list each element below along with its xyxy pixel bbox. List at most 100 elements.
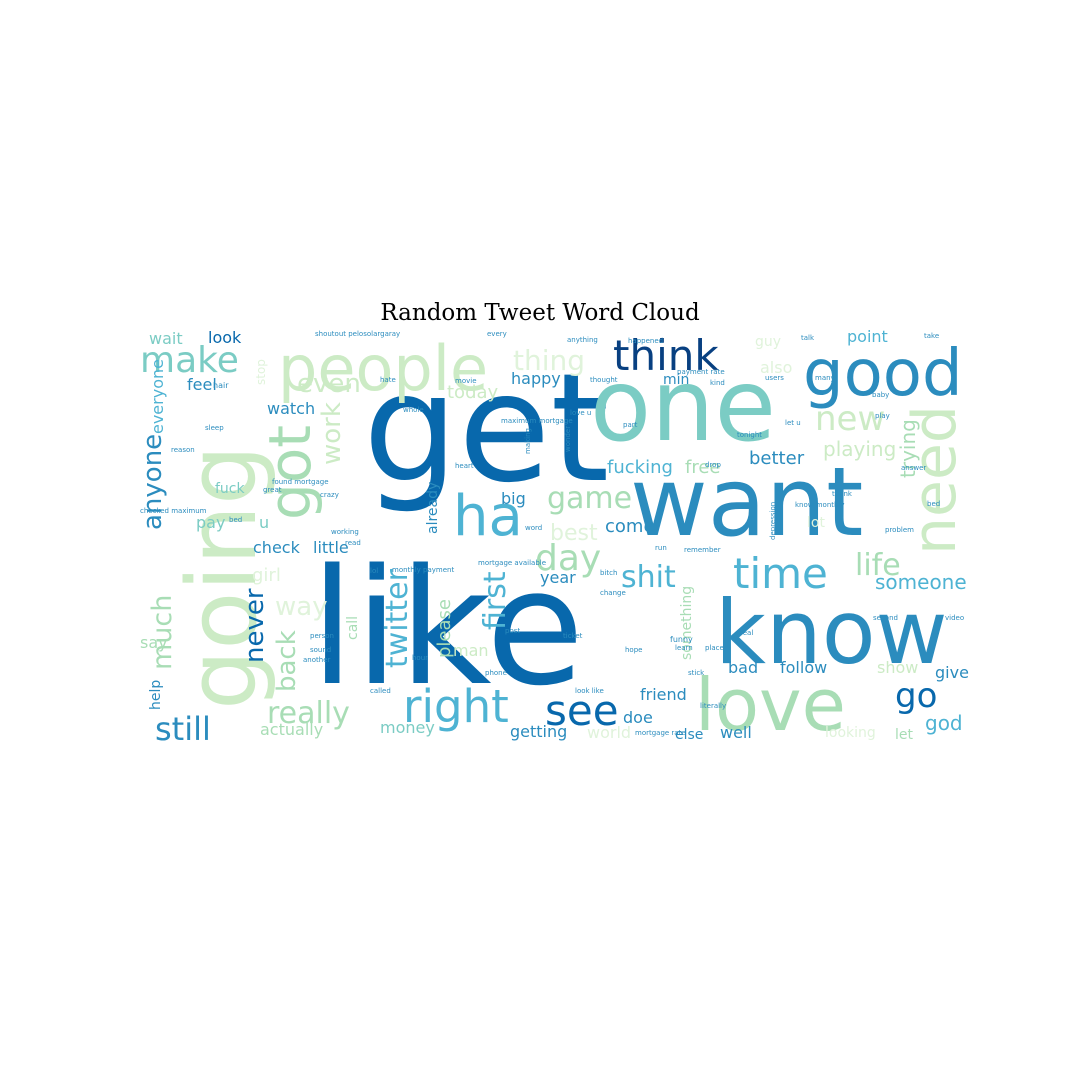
- word-payment-rate: payment rate: [677, 368, 725, 376]
- word-maximum-mortgage: maximum mortgage: [501, 417, 573, 425]
- word-world: world: [587, 723, 631, 742]
- word-friend: friend: [640, 685, 687, 704]
- word-tonight: tonight: [737, 431, 762, 439]
- word-love-u: love u: [570, 409, 591, 417]
- word-working: working: [331, 528, 359, 536]
- chart-title: Random Tweet Word Cloud: [380, 300, 700, 326]
- word-year: year: [540, 568, 576, 587]
- word-movie: movie: [455, 377, 477, 385]
- word-take: take: [924, 332, 939, 340]
- word-stop: stop: [254, 359, 268, 385]
- word-see: see: [545, 686, 619, 735]
- word-whole: whole: [403, 406, 424, 414]
- word-day: day: [535, 538, 601, 579]
- word-min: min: [663, 372, 689, 388]
- word-real: real: [740, 629, 753, 637]
- word-even: even: [297, 369, 361, 399]
- word-else: else: [675, 727, 703, 742]
- word-person: person: [310, 632, 334, 640]
- word-need: need: [900, 405, 970, 555]
- word-way: way: [275, 592, 328, 622]
- word-check: check: [253, 538, 301, 557]
- word-call: call: [345, 616, 361, 640]
- word-little: little: [313, 538, 349, 557]
- word-want: want: [630, 448, 863, 558]
- word-wait: wait: [149, 330, 183, 348]
- word-people: people: [278, 332, 488, 405]
- word-also: also: [760, 358, 792, 377]
- word-look: look: [208, 330, 242, 347]
- word-say: say: [140, 633, 168, 652]
- word-stick: stick: [688, 669, 705, 677]
- word-great: great: [263, 486, 282, 494]
- word-thought: thought: [590, 376, 618, 384]
- word-let: let: [895, 727, 914, 742]
- word-ticket: ticket: [563, 632, 583, 640]
- word-someone: someone: [875, 570, 967, 594]
- word-doe: doe: [623, 708, 653, 727]
- word-actually: actually: [260, 720, 323, 739]
- word-let-u: let u: [785, 419, 801, 427]
- word-got: got: [256, 425, 324, 520]
- word-still: still: [155, 710, 211, 742]
- word-remember: remember: [684, 546, 721, 554]
- word-big: big: [501, 489, 526, 508]
- word-bitch: bitch: [600, 569, 617, 577]
- word-word: word: [525, 524, 542, 532]
- word-hope: hope: [625, 646, 642, 654]
- word-found-mortgage: found mortgage: [272, 478, 329, 486]
- word-going: going: [168, 445, 278, 710]
- word-second: second: [873, 614, 898, 622]
- word-hair: hair: [213, 381, 229, 390]
- word-know-monthly: know monthly: [795, 501, 845, 509]
- word-free: free: [685, 457, 721, 478]
- word-good: good: [803, 337, 963, 411]
- word-well: well: [720, 723, 752, 742]
- word-answer: answer: [901, 464, 926, 472]
- word-think: think: [613, 331, 719, 380]
- word-better: better: [749, 448, 805, 469]
- word-thing: thing: [513, 344, 585, 377]
- word-fucking: fucking: [607, 457, 673, 478]
- word-reason: reason: [171, 446, 195, 454]
- word-crazy: crazy: [320, 491, 339, 499]
- word-cloud: like get one want know going love people good nee…: [135, 330, 975, 742]
- word-guy: guy: [755, 334, 781, 350]
- word-already: already: [425, 482, 441, 534]
- word-twitter: twitter: [380, 568, 415, 668]
- word-heart: heart: [455, 462, 474, 470]
- word-u: u: [259, 513, 269, 532]
- word-learn: learn: [675, 644, 693, 652]
- word-god: god: [925, 711, 963, 735]
- word-man: man: [453, 641, 489, 660]
- word-wonder: wonder: [564, 426, 572, 452]
- word-game: game: [547, 481, 632, 516]
- word-mortgage-available: mortgage available: [478, 559, 546, 567]
- word-show: show: [877, 658, 918, 677]
- word-come: come: [605, 516, 655, 537]
- word-making: making: [524, 428, 532, 454]
- word-shit: shit: [621, 560, 676, 595]
- word-problem: problem: [885, 526, 914, 534]
- word-many: many: [815, 374, 835, 382]
- word-feel: feel: [187, 375, 217, 394]
- word-lol: lol: [370, 567, 378, 575]
- word-look-like: look like: [575, 687, 604, 695]
- word-trying: trying: [896, 419, 920, 478]
- word-video: video: [945, 614, 964, 622]
- word-bed: bed: [229, 516, 242, 524]
- word-thank: thank: [832, 490, 853, 498]
- word-looking: looking: [825, 725, 876, 741]
- word-kind: kind: [710, 379, 725, 387]
- word-checked-maximum: checked maximum: [140, 507, 207, 515]
- word-never: never: [240, 588, 270, 663]
- word-help: help: [148, 680, 164, 710]
- word-time: time: [733, 549, 828, 598]
- word-everyone: everyone: [148, 359, 167, 434]
- word-bad: bad: [728, 658, 758, 677]
- word-hour: hour: [412, 654, 428, 662]
- word-monthly-payment: monthly payment: [392, 566, 454, 574]
- word-baby: baby: [872, 391, 889, 399]
- word-getting: getting: [510, 722, 567, 741]
- word-shoutout-pelosolargaray: shoutout pelosolargaray: [315, 330, 400, 338]
